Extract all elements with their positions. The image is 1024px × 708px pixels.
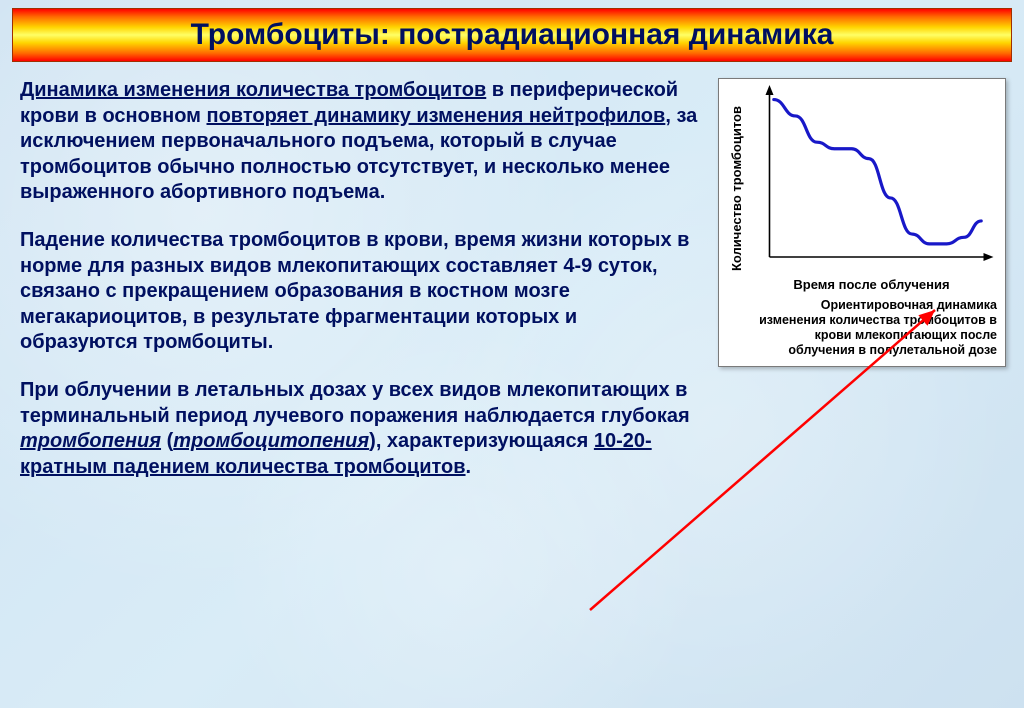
slide-title: Тромбоциты: пострадиационная динамика — [191, 18, 834, 52]
paragraph-1: Динамика изменения количества тромбоцито… — [20, 78, 700, 206]
slide: Тромбоциты: пострадиационная динамика Ди… — [0, 0, 1024, 708]
chart-figure: Количество тромбоцитов Время после облуч… — [718, 78, 1006, 367]
p3-italic-1: тромбопения — [20, 430, 161, 452]
p3-text-1: При облучении в летальных дозах у всех в… — [20, 379, 690, 427]
paragraph-2: Падение количества тромбоцитов в крови, … — [20, 228, 700, 356]
chart-x-label: Время после облучения — [746, 277, 997, 292]
chart-area: Время после облучения — [746, 85, 997, 292]
chart-wrap: Количество тромбоцитов Время после облуч… — [727, 85, 997, 292]
chart-caption: Ориентировочная динамика изменения колич… — [727, 298, 997, 358]
body-text: Динамика изменения количества тромбоцито… — [20, 78, 700, 502]
p3-italic-2: тромбоцитопения — [173, 430, 369, 452]
p1-underline-2: повторяет динамику изменения нейтрофилов — [207, 105, 666, 127]
p1-underline-1: Динамика изменения количества тромбоцито… — [20, 79, 486, 101]
p3-text-2: ( — [161, 430, 173, 452]
p3-text-3: ), характеризующаяся — [369, 430, 594, 452]
p3-text-4: . — [466, 456, 472, 478]
title-bar: Тромбоциты: пострадиационная динамика — [12, 8, 1012, 62]
chart-svg — [746, 85, 997, 275]
chart-y-label: Количество тромбоцитов — [727, 85, 746, 292]
paragraph-3: При облучении в летальных дозах у всех в… — [20, 378, 700, 480]
